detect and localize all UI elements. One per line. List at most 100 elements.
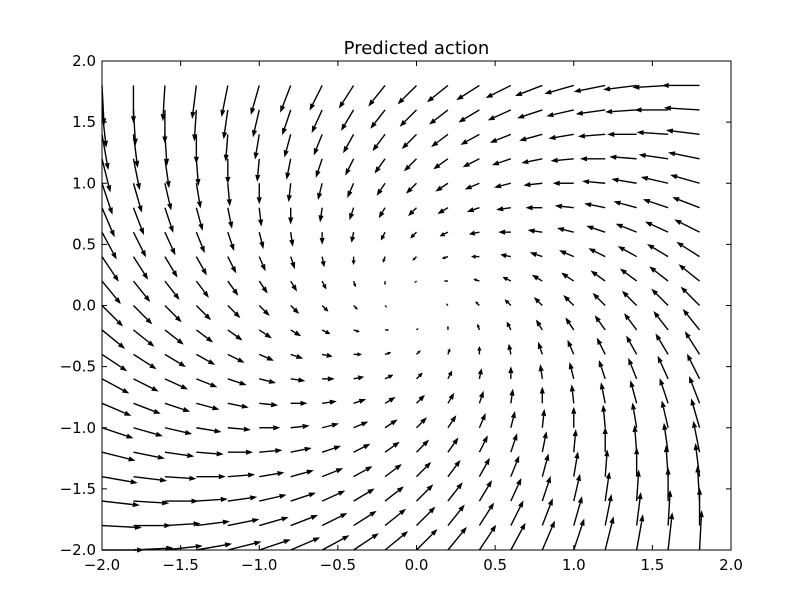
arrow-shaft	[259, 472, 278, 478]
quiver-arrow	[164, 378, 188, 390]
arrow-shaft	[573, 480, 580, 502]
arrow-shaft	[290, 232, 293, 241]
arrow-shaft	[592, 227, 606, 233]
quiver-arrow	[101, 158, 112, 193]
arrow-shaft	[378, 158, 386, 169]
arrow-head	[422, 439, 430, 447]
arrow-head	[378, 211, 385, 219]
arrow-head	[632, 84, 640, 90]
arrow-head	[261, 286, 268, 294]
arrow-shaft	[416, 466, 427, 478]
arrow-shaft	[259, 541, 285, 551]
quiver-arrow	[682, 308, 701, 331]
quiver-arrow	[101, 475, 138, 485]
arrow-head	[310, 515, 318, 520]
arrow-shaft	[406, 133, 417, 145]
arrow-shaft	[287, 158, 292, 174]
arrow-shaft	[541, 504, 551, 526]
arrow-head	[533, 297, 541, 304]
arrow-head	[485, 92, 494, 99]
arrow-shaft	[290, 329, 296, 334]
arrow-shaft	[541, 460, 548, 477]
arrow-shaft	[655, 293, 669, 306]
arrow-head	[173, 292, 180, 300]
arrow-shaft	[510, 506, 521, 526]
arrow-head	[599, 382, 605, 390]
arrow-head	[477, 368, 483, 375]
quiver-arrow	[196, 353, 216, 365]
arrow-shaft	[101, 207, 113, 231]
arrow-head	[613, 200, 621, 206]
quiver-arrow	[617, 246, 637, 258]
quiver-arrow	[632, 424, 638, 453]
arrow-head	[184, 429, 193, 436]
quiver-arrow	[259, 402, 279, 408]
quiver-arrow	[196, 519, 230, 527]
quiver-arrow	[353, 466, 373, 478]
arrow-shaft	[569, 345, 575, 355]
arrow-shaft	[598, 320, 606, 331]
arrow-head	[193, 521, 201, 527]
arrow-head	[498, 229, 506, 235]
arrow-head	[396, 486, 404, 493]
arrow-shaft	[416, 444, 425, 453]
arrow-head	[246, 449, 253, 455]
arrow-head	[137, 205, 143, 213]
quiver-arrow	[290, 305, 300, 314]
arrow-head	[424, 461, 432, 469]
quiver-arrow	[101, 280, 121, 305]
arrow-head	[487, 115, 496, 121]
quiver-arrow	[132, 207, 144, 235]
arrow-shaft	[101, 109, 107, 141]
arrow-shaft	[321, 538, 344, 551]
quiver-arrow	[164, 498, 199, 504]
arrow-shaft	[252, 85, 260, 109]
arrow-shaft	[227, 329, 238, 337]
quiver-arrow	[594, 315, 606, 331]
arrow-head	[358, 398, 367, 404]
arrow-shaft	[446, 304, 449, 306]
arrow-shaft	[164, 183, 171, 204]
arrow-head	[281, 516, 289, 522]
arrow-head	[401, 531, 409, 538]
arrow-head	[529, 252, 538, 258]
arrow-shaft	[353, 400, 360, 404]
quiver-arrow	[686, 353, 701, 380]
arrow-shaft	[259, 402, 272, 406]
arrow-shaft	[612, 109, 637, 113]
quiver-arrow	[190, 85, 198, 120]
arrow-head	[220, 496, 228, 503]
arrow-head	[107, 207, 113, 215]
quiver-arrow	[101, 231, 117, 260]
arrow-shaft	[649, 200, 669, 209]
arrow-shaft	[498, 158, 512, 164]
arrow-shaft	[321, 280, 325, 286]
arrow-shaft	[568, 322, 575, 331]
y-tick-label: 0.0	[72, 297, 96, 315]
arrow-head	[572, 429, 578, 437]
arrow-head	[182, 407, 191, 412]
quiver-arrow	[376, 182, 386, 196]
arrow-head	[628, 357, 634, 366]
quiver-arrow	[573, 84, 606, 93]
arrow-head	[342, 535, 350, 541]
arrow-head	[288, 217, 294, 225]
arrow-head	[592, 292, 600, 300]
quiver-arrow	[498, 229, 511, 235]
arrow-head	[139, 227, 144, 235]
quiver-arrow	[487, 109, 512, 121]
arrow-shaft	[317, 158, 323, 172]
quiver-arrow	[416, 439, 430, 453]
arrow-shaft	[623, 248, 637, 258]
arrow-head	[222, 132, 228, 140]
arrow-head	[491, 160, 500, 166]
arrow-shaft	[290, 516, 312, 527]
arrow-shaft	[538, 324, 543, 331]
arrow-head	[209, 382, 218, 388]
quiver-arrow	[101, 378, 130, 394]
arrow-shaft	[259, 450, 276, 453]
arrow-head	[684, 331, 691, 339]
quiver-arrow	[164, 402, 191, 412]
arrow-head	[308, 492, 316, 498]
quiver-arrow	[447, 437, 459, 453]
